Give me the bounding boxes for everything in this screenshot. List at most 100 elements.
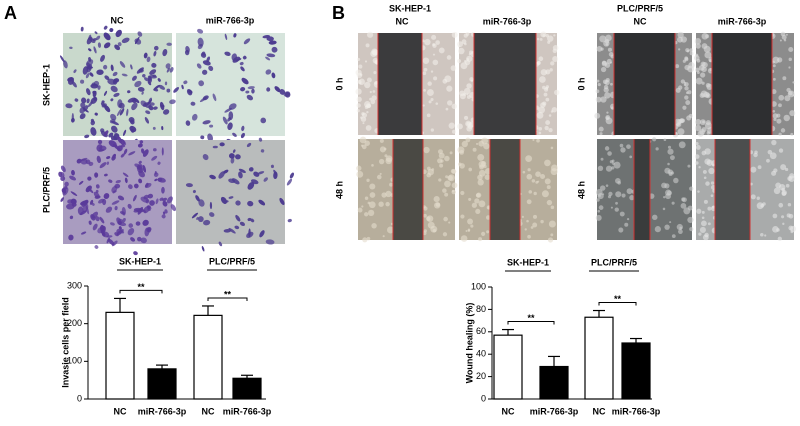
cell [94, 195, 101, 199]
cell [247, 86, 255, 90]
cell [197, 28, 204, 34]
y-tick-label: 60 [476, 326, 486, 336]
cell [652, 137, 657, 142]
cell [361, 112, 368, 118]
cell [273, 169, 278, 176]
y-tick-label: 0 [77, 393, 82, 403]
cell [240, 66, 245, 72]
cell [613, 161, 621, 169]
cell [684, 95, 689, 100]
cell [117, 136, 122, 144]
cell [103, 25, 108, 30]
cell [159, 101, 165, 111]
cell [466, 83, 472, 89]
cell [94, 245, 99, 249]
cell [475, 208, 481, 214]
cell [435, 40, 440, 45]
cell [596, 45, 603, 52]
cell [228, 227, 236, 234]
cell [548, 127, 553, 133]
cell [111, 155, 116, 161]
cell [262, 34, 271, 39]
cell [153, 88, 159, 92]
cell [153, 172, 159, 177]
cell [604, 92, 611, 99]
cell [242, 55, 247, 60]
cell [789, 110, 796, 117]
cell [106, 235, 113, 238]
cell [196, 216, 199, 220]
cell [704, 232, 709, 238]
cell [550, 164, 558, 172]
cell [668, 171, 673, 176]
cell [549, 68, 553, 72]
cell [66, 203, 75, 210]
cell [700, 220, 707, 227]
cell [540, 219, 544, 224]
cell [77, 206, 84, 216]
cell [547, 35, 554, 42]
cell [364, 81, 371, 89]
cell [162, 48, 168, 57]
cell [662, 207, 666, 211]
cell [464, 115, 469, 120]
cell [605, 34, 612, 42]
cell [79, 106, 86, 114]
cell [538, 131, 542, 135]
cell [629, 195, 635, 201]
cell [126, 108, 129, 117]
cell [546, 199, 553, 206]
cell [792, 94, 795, 97]
cell [356, 165, 362, 171]
cell [366, 31, 374, 38]
significance-label: ** [614, 294, 622, 304]
cell [360, 116, 363, 119]
cell [787, 203, 792, 207]
cell [663, 138, 667, 142]
cell [192, 189, 196, 194]
cell [694, 38, 702, 45]
cell [444, 75, 452, 83]
cell [78, 180, 84, 185]
cell [243, 38, 251, 45]
cell [103, 64, 108, 70]
cell [435, 102, 439, 105]
cell [426, 113, 431, 118]
cell [212, 93, 217, 102]
cell [446, 85, 453, 92]
cell [89, 72, 94, 77]
cell [457, 41, 463, 48]
cell [207, 133, 213, 142]
cell [705, 82, 711, 88]
cell [258, 137, 263, 142]
cell [749, 182, 753, 186]
cell [483, 142, 490, 150]
cell [595, 214, 602, 221]
cell [485, 215, 491, 220]
cell [783, 114, 790, 122]
cell [792, 81, 795, 84]
cell [528, 190, 533, 194]
cell [696, 71, 700, 75]
cell [173, 87, 180, 93]
cell [788, 91, 793, 96]
cell [138, 160, 142, 165]
x-tick-label: miR-766-3p [138, 406, 187, 416]
cell [533, 191, 537, 196]
cell [688, 113, 693, 119]
cell [232, 149, 236, 153]
cell [127, 228, 135, 236]
cell [209, 124, 214, 128]
cell [695, 43, 701, 49]
cell [547, 237, 554, 243]
cell [121, 73, 128, 77]
cell [610, 54, 615, 59]
cell [536, 111, 544, 119]
cell [527, 234, 531, 239]
cell [132, 194, 137, 202]
cell [201, 246, 205, 252]
cell [486, 230, 490, 234]
cell [669, 155, 675, 161]
micrograph [63, 140, 172, 244]
cell [279, 89, 286, 95]
